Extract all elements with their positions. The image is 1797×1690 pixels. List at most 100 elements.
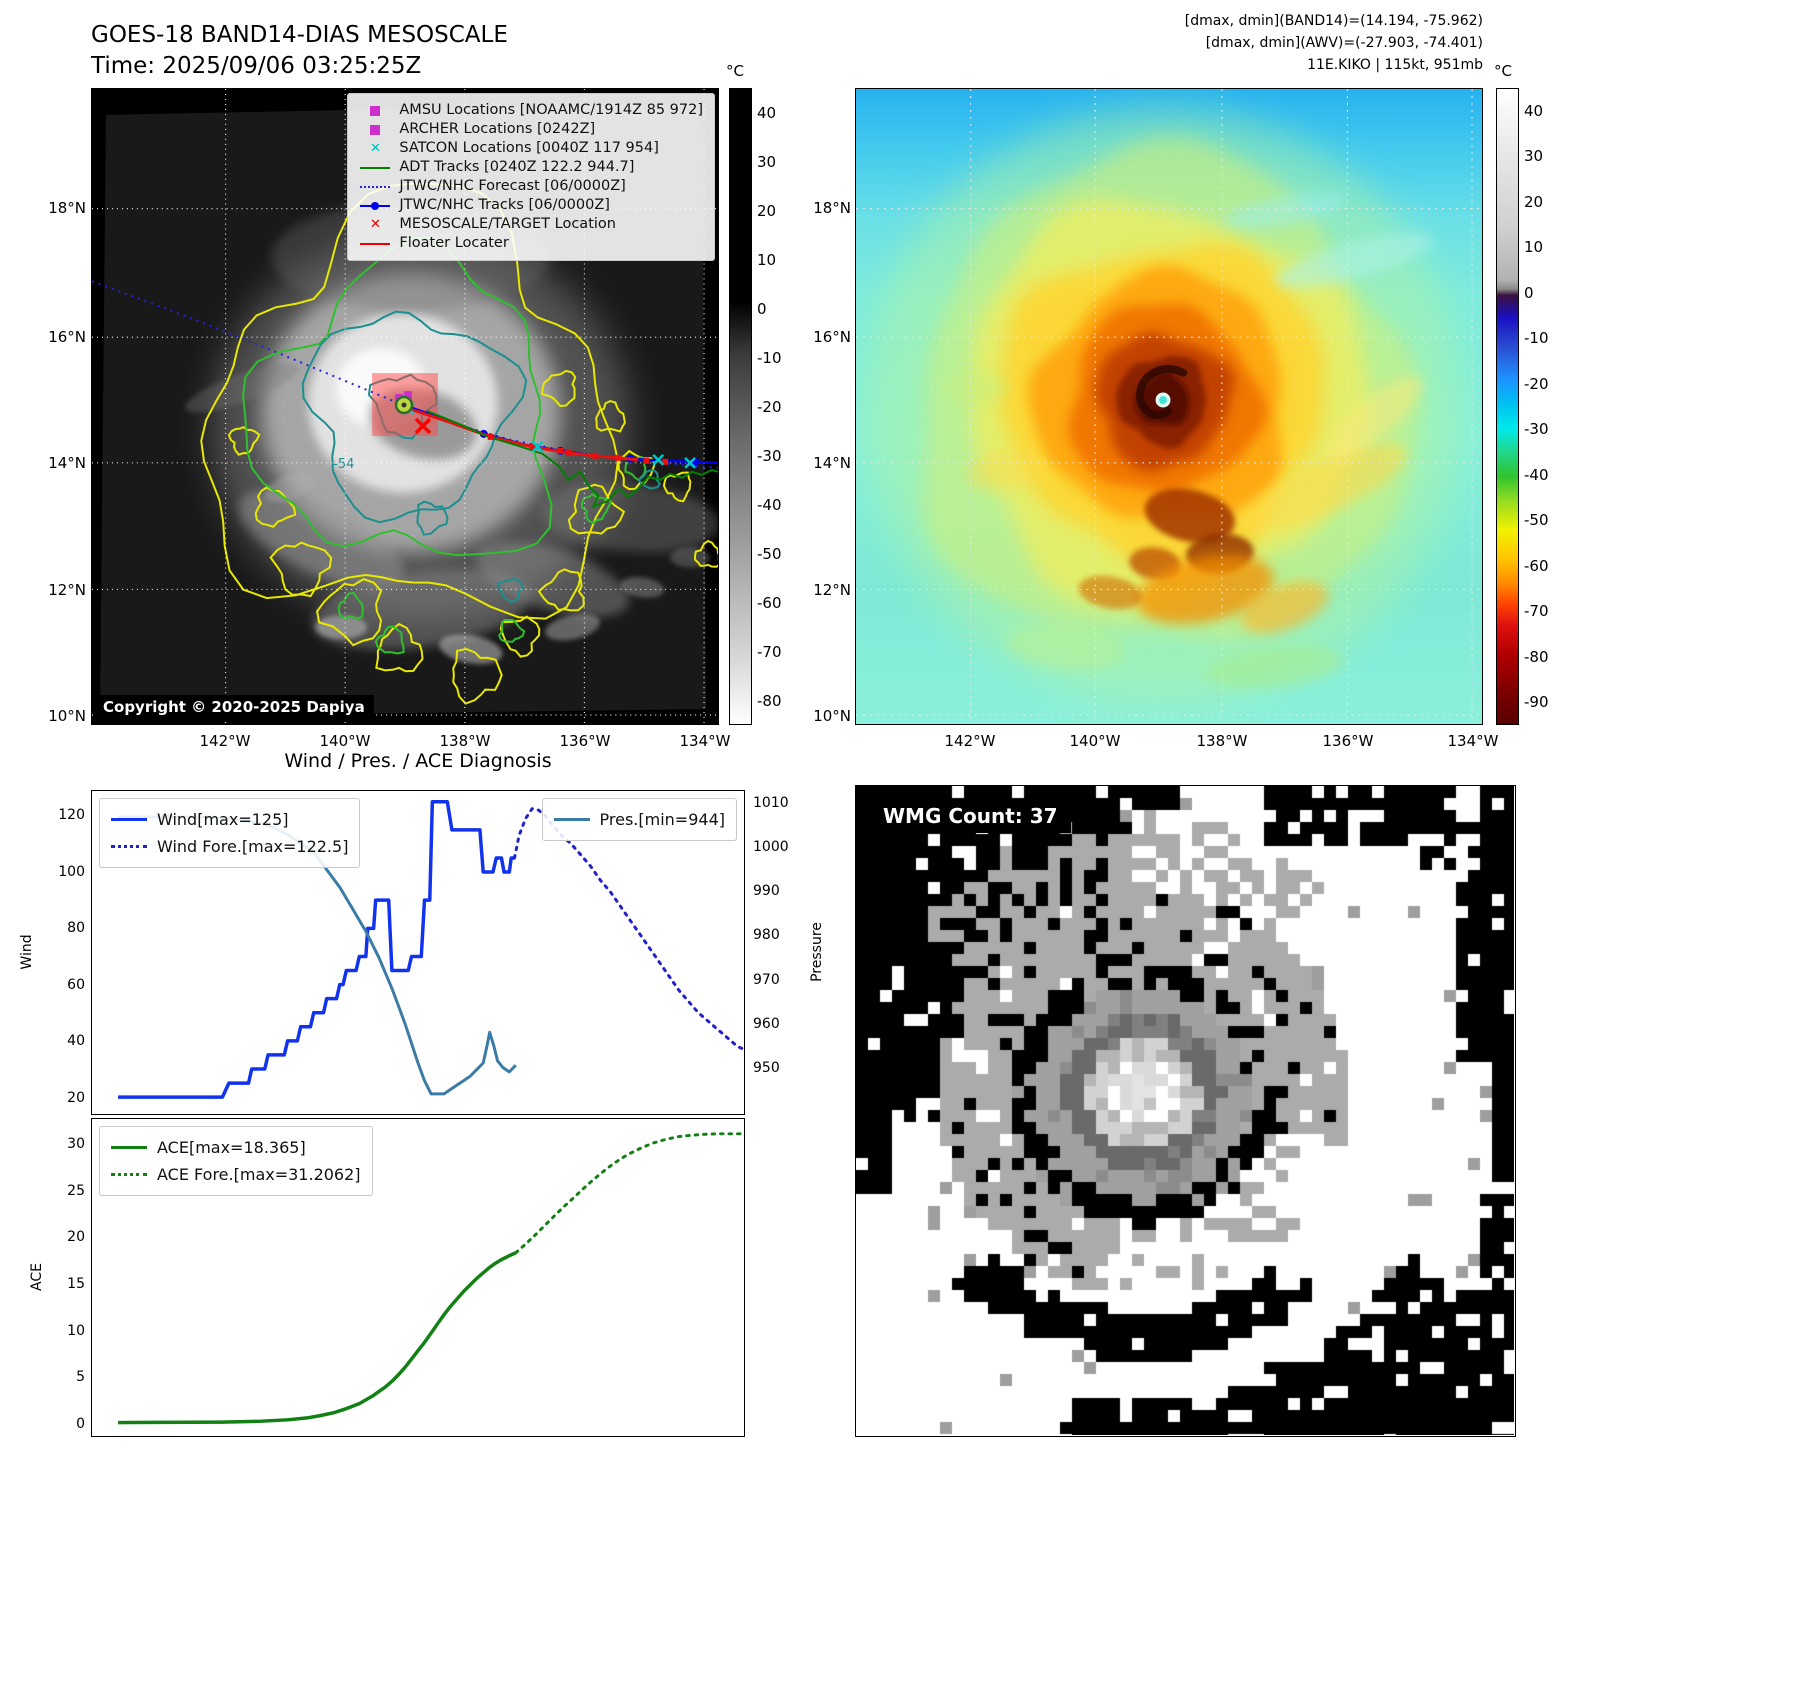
storm-id-intensity: 11E.KIKO | 115kt, 951mb [1307, 57, 1483, 73]
map-legend-item: AMSU Locations [NOAAMC/1914Z 85 972] [359, 101, 703, 120]
chart-legend-label: Wind[max=125] [157, 810, 289, 829]
map-legend-label: MESOSCALE/TARGET Location [399, 216, 616, 232]
latlon-grid [92, 89, 718, 724]
colorbar-tick-label: 40 [1524, 101, 1544, 120]
colorbar-tick-label: -10 [757, 348, 782, 367]
lon-tick-label: 138°W [1196, 732, 1248, 750]
dotted-marker-sample [359, 185, 391, 188]
enhanced-header-block: [dmax, dmin](BAND14)=(14.194, -75.962) [… [1000, 10, 1483, 76]
map-legend-item: Floater Locater [359, 234, 703, 253]
wind-ytick-label: 100 [58, 863, 85, 880]
wind-ytick-label: 40 [67, 1033, 85, 1050]
band14-map-legend: AMSU Locations [NOAAMC/1914Z 85 972] ARCH… [347, 93, 715, 261]
colorbar-tick-label: -20 [1524, 374, 1549, 393]
lat-tick-label: 18°N [813, 199, 851, 217]
chart-legend-label: ACE[max=18.365] [157, 1138, 306, 1157]
chart-legend-item: Wind Fore.[max=122.5] [111, 833, 348, 860]
colorbar-tick-label: -50 [757, 544, 782, 563]
line-dot-marker-sample [359, 201, 391, 210]
colorbar-tick-label: -10 [1524, 329, 1549, 348]
map-legend-item: JTWC/NHC Forecast [06/0000Z] [359, 177, 703, 196]
colorbar-tick-label: 40 [757, 103, 777, 122]
chart-legend-item: ACE Fore.[max=31.2062] [111, 1161, 361, 1188]
chart-legend-label: ACE Fore.[max=31.2062] [157, 1165, 361, 1184]
x-marker-sample: ✕ [369, 217, 381, 232]
band14-colorbar [729, 88, 752, 725]
colorbar-tick-label: -90 [1524, 693, 1549, 712]
temperature-contours: -54 [200, 182, 718, 705]
lon-tick-label: 138°W [439, 732, 491, 750]
x-marker-sample: ✕ [369, 141, 381, 156]
colorbar-tick-label: -40 [757, 495, 782, 514]
ace-plot-area [118, 1132, 744, 1425]
enhanced-colorbar-unit: °C [1494, 62, 1512, 80]
colorbar-tick-label: -80 [757, 691, 782, 710]
lon-tick-label: 136°W [1322, 732, 1374, 750]
colorbar-tick-label: 20 [1524, 192, 1544, 211]
lat-tick-label: 12°N [48, 581, 86, 599]
lat-tick-label: 18°N [48, 199, 86, 217]
track-fix-marker [643, 457, 650, 464]
chart-legend-label: Pres.[min=944] [599, 810, 725, 829]
colorbar-tick-label: -70 [757, 642, 782, 661]
pressure-ytick-label: 1000 [753, 839, 789, 856]
pressure-ytick-label: 960 [753, 1015, 780, 1032]
storm-tracks [92, 280, 718, 509]
wmg-count-label: WMG Count: 37 [870, 799, 1071, 833]
lon-tick-label: 142°W [199, 732, 251, 750]
colorbar-tick-label: 0 [1524, 283, 1534, 302]
series-line-sample [111, 1146, 147, 1149]
colorbar-tick-label: -20 [757, 397, 782, 416]
ace-ytick-label: 30 [67, 1136, 85, 1153]
pressure-ytick-label: 950 [753, 1060, 780, 1077]
colorbar-tick-label: -40 [1524, 465, 1549, 484]
series-line-wind-fore-max-122-5- [513, 807, 744, 1051]
track-fix-marker [592, 452, 599, 459]
colorbar-tick-label: 10 [757, 250, 777, 269]
lon-tick-label: 134°W [1447, 732, 1499, 750]
lat-tick-label: 14°N [813, 454, 851, 472]
lon-tick-label: 134°W [679, 732, 731, 750]
latlon-grid [856, 89, 1482, 724]
lat-tick-label: 16°N [48, 328, 86, 346]
colorbar-tick-label: 10 [1524, 238, 1544, 257]
wind-ytick-label: 120 [58, 806, 85, 823]
lon-tick-label: 140°W [1069, 732, 1121, 750]
colorbar-tick-label: -60 [757, 593, 782, 612]
lat-tick-label: 12°N [813, 581, 851, 599]
series-line-ace-max-18-365- [118, 1251, 517, 1425]
wind-ytick-label: 60 [67, 976, 85, 993]
satcon-x-marker [652, 453, 665, 466]
floater-line [406, 406, 639, 462]
ace-ytick-label: 0 [76, 1415, 85, 1432]
track-fix-marker [557, 447, 564, 454]
square-marker-sample [359, 124, 391, 135]
pressure-ytick-label: 990 [753, 883, 780, 900]
dmax-dmin-awv: [dmax, dmin](AWV)=(-27.903, -74.401) [1205, 35, 1483, 51]
square-marker-sample [359, 105, 391, 116]
map-legend-item: ARCHER Locations [0242Z] [359, 120, 703, 139]
ace-ytick-label: 10 [67, 1322, 85, 1339]
series-line-sample [111, 845, 147, 848]
chart-legend-item: Pres.[min=944] [553, 806, 725, 833]
chart-legend-item: ACE[max=18.365] [111, 1134, 361, 1161]
ace-legend: ACE[max=18.365] ACE Fore.[max=31.2062] [99, 1126, 373, 1196]
lat-tick-label: 10°N [813, 707, 851, 725]
enhanced-ir-map [855, 88, 1483, 725]
ace-ytick-label: 20 [67, 1229, 85, 1246]
pressure-axis-label: Pressure [809, 922, 825, 982]
target-x-marker [414, 417, 432, 435]
satcon-x-marker [684, 456, 696, 469]
colorbar-tick-label: -30 [1524, 420, 1549, 439]
wind-ytick-label: 80 [67, 920, 85, 937]
ace-ytick-label: 15 [67, 1276, 85, 1293]
track-fix-marker [565, 449, 572, 456]
band14-time: Time: 2025/09/06 03:25:25Z [91, 53, 422, 79]
colorbar-tick-label: 30 [1524, 147, 1544, 166]
map-legend-label: SATCON Locations [0040Z 117 954] [399, 140, 659, 156]
map-legend-item: ✕ SATCON Locations [0040Z 117 954] [359, 139, 703, 158]
diagnosis-title: Wind / Pres. / ACE Diagnosis [284, 750, 552, 772]
wind-ytick-label: 20 [67, 1090, 85, 1106]
wmg-panel: WMG Count: 37 [855, 785, 1516, 1437]
